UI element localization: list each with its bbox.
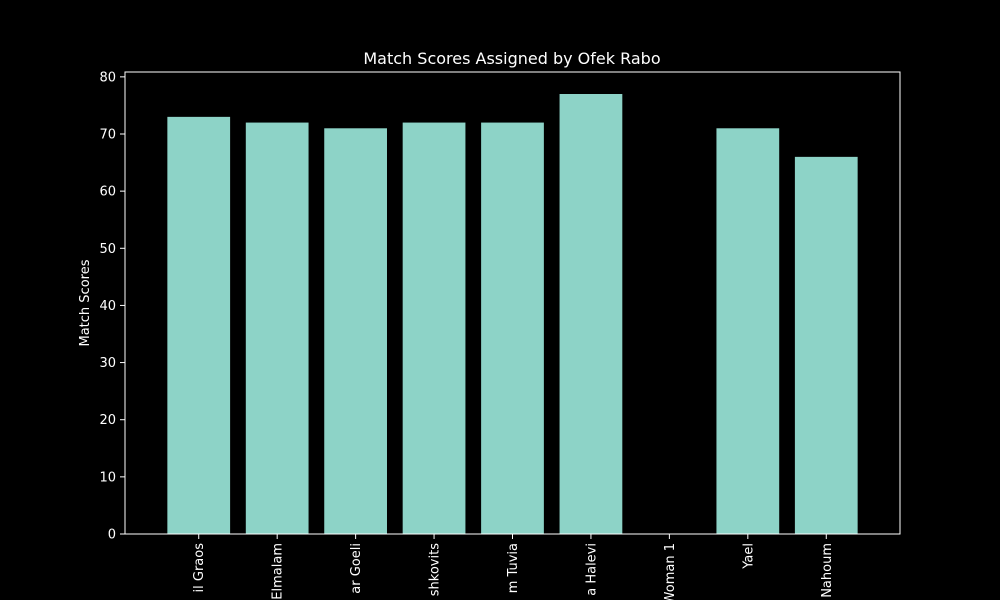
- x-tick-label-4: m Tuvia: [506, 543, 521, 593]
- x-tick-label-8: Nahoum: [820, 543, 835, 598]
- y-tick-label-7: 70: [99, 128, 116, 143]
- y-tick-label-2: 20: [99, 413, 116, 428]
- bar-4: [481, 122, 544, 534]
- x-tick-label-0: il Graos: [192, 543, 207, 593]
- y-tick-label-6: 60: [99, 185, 116, 200]
- bar-8: [794, 156, 858, 535]
- x-tick-label-7: Yael: [741, 543, 756, 570]
- bar-2: [324, 128, 387, 535]
- x-tick-label-5: a Halevi: [584, 543, 599, 596]
- y-tick-label-8: 80: [99, 70, 116, 85]
- y-tick-label-0: 0: [108, 528, 116, 543]
- y-tick-label-5: 50: [99, 242, 116, 257]
- y-tick-label-1: 10: [99, 470, 116, 485]
- bar-7: [716, 128, 780, 535]
- x-tick-label-2: ar Goeli: [349, 543, 364, 594]
- bar-0: [167, 116, 231, 535]
- x-tick-label-6: Woman 1: [663, 543, 678, 600]
- y-ticks-group: 0 10 20 30 40 50 60 70 80: [99, 70, 125, 543]
- x-tick-label-1: Elmalam: [271, 543, 286, 600]
- bar-1: [245, 122, 309, 534]
- bars-group: [167, 94, 858, 535]
- y-tick-label-4: 40: [99, 299, 116, 314]
- y-axis-label: Match Scores: [78, 259, 93, 346]
- x-ticks-group: il Graos Elmalam ar Goeli shkovits m Tuvia a …: [192, 534, 835, 600]
- y-tick-label-3: 30: [99, 356, 116, 371]
- plot-frame: [124, 71, 901, 535]
- bar-3: [402, 122, 466, 534]
- chart-title: Match Scores Assigned by Ofek Rabo: [363, 49, 660, 68]
- bar-5: [559, 94, 623, 534]
- x-tick-label-3: shkovits: [428, 543, 443, 596]
